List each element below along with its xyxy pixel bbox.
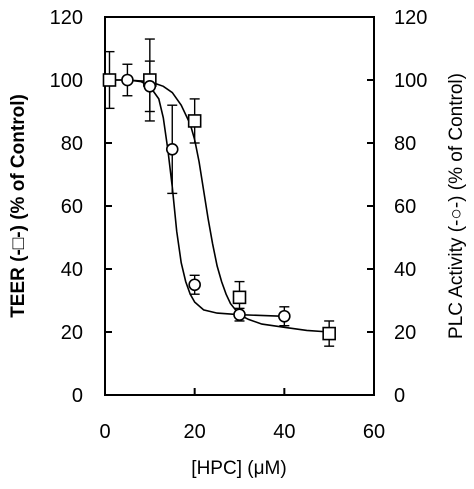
y-tick-label-right: 100 <box>394 70 427 92</box>
data-point-circle <box>233 308 246 321</box>
x-tick-label: 40 <box>273 421 295 443</box>
y-tick-label-right: 20 <box>394 322 416 344</box>
y-tick-label-right: 0 <box>394 385 405 407</box>
data-point-circle <box>121 73 134 87</box>
data-point-square <box>187 114 202 128</box>
fit-curve-square <box>105 79 330 333</box>
data-point-square <box>102 73 117 87</box>
y-tick-label-left: 100 <box>50 70 83 92</box>
x-tick-label: 60 <box>363 421 385 443</box>
y-tick-label-right: 80 <box>394 133 416 155</box>
y-tick-label-left: 0 <box>72 385 83 407</box>
data-point-square <box>322 326 336 341</box>
data-point-square <box>232 290 247 305</box>
x-axis-title: [HPC] (μM) <box>191 458 286 479</box>
error-bars-layer <box>104 38 335 347</box>
y-axis-title-left: TEER (-□-) (% of Control) <box>8 94 29 318</box>
y-tick-label-left: 80 <box>61 133 83 155</box>
y-tick-label-left: 20 <box>61 322 83 344</box>
data-point-circle <box>143 80 157 93</box>
x-tick-label: 0 <box>99 421 110 443</box>
x-tick-label: 20 <box>184 421 206 443</box>
y-tick-label-left: 40 <box>61 259 83 281</box>
y-tick-label-left: 60 <box>61 196 83 218</box>
y-tick-label-right: 120 <box>394 7 427 29</box>
y-axis-title-right: PLC Activity (-○-) (% of Control) <box>446 73 467 339</box>
data-point-circle <box>278 309 291 323</box>
markers-layer <box>102 73 336 341</box>
data-point-circle <box>165 143 179 156</box>
y-tick-label-left: 120 <box>50 7 83 29</box>
data-point-circle <box>188 278 201 292</box>
y-tick-label-right: 60 <box>394 196 416 218</box>
curves-layer <box>105 79 330 333</box>
ticks-layer: 0 20 40 60 0 20 40 60 80 100 120 0 20 40 60 80 100 120 <box>50 7 428 443</box>
y-tick-label-right: 40 <box>394 259 416 281</box>
